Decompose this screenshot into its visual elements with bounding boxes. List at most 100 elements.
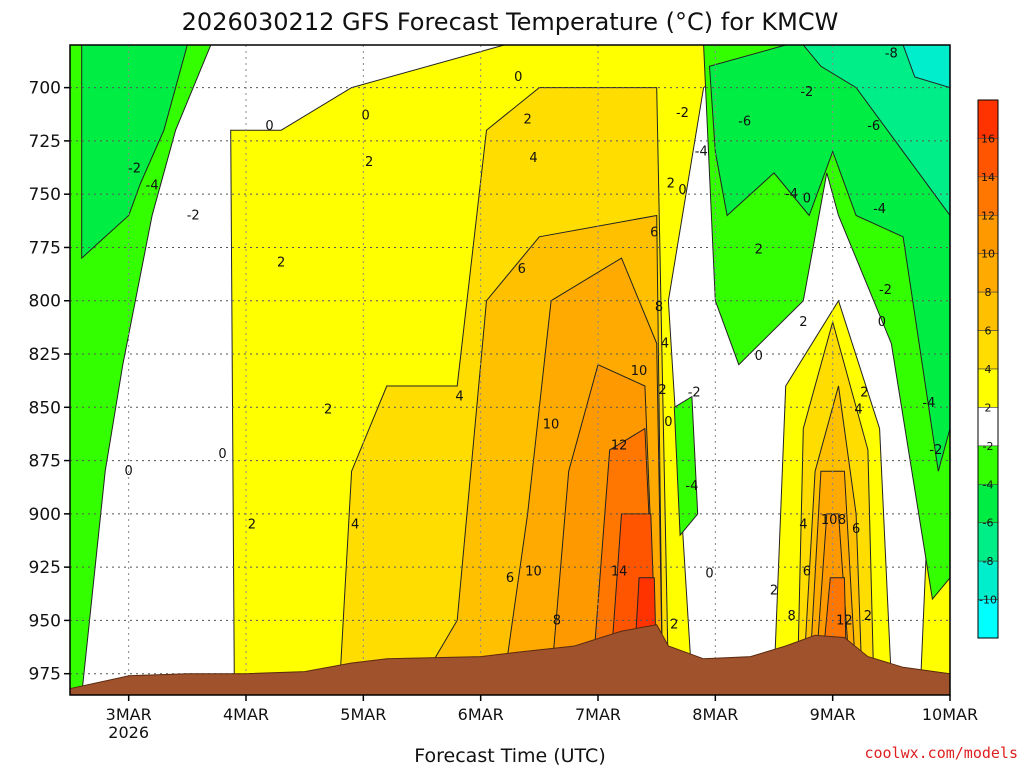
contour-label: 0 bbox=[218, 447, 226, 462]
contour-label: 6 bbox=[852, 522, 860, 537]
contour-label: 10 bbox=[631, 364, 648, 379]
contour-label: -4 bbox=[685, 479, 698, 494]
terrain-polygon bbox=[70, 624, 950, 695]
contour-label: -8 bbox=[885, 47, 898, 62]
contour-label: 6 bbox=[506, 571, 514, 586]
x-tick-label: 8MAR bbox=[692, 705, 738, 724]
contour-label: 10 bbox=[543, 417, 560, 432]
contour-label: 0 bbox=[362, 108, 370, 123]
contour-label: 0 bbox=[755, 349, 763, 364]
region-cold-4-left bbox=[81, 45, 188, 260]
colorbar-tick-label: -6 bbox=[983, 517, 994, 530]
x-axis-label: Forecast Time (UTC) bbox=[414, 745, 605, 767]
x-tick-label: 6MAR bbox=[458, 705, 504, 724]
contour-label: 10 bbox=[821, 513, 838, 528]
contour-label: -2 bbox=[879, 283, 892, 298]
credit-text[interactable]: coolwx.com/models bbox=[864, 744, 1018, 762]
contour-label: 2 bbox=[670, 618, 678, 633]
y-tick-label: 725 bbox=[29, 132, 61, 152]
contour-label: 2 bbox=[864, 609, 872, 624]
x-tick-label: 4MAR bbox=[223, 705, 269, 724]
temperature-fill-regions bbox=[70, 45, 950, 695]
contour-label: 8 bbox=[553, 613, 561, 628]
contour-label: -2 bbox=[187, 208, 200, 223]
contour-label: -4 bbox=[785, 187, 798, 202]
contour-label: 10 bbox=[525, 564, 542, 579]
gridlines bbox=[70, 45, 950, 695]
contour-label: 12 bbox=[611, 439, 628, 454]
colorbar-frame bbox=[977, 99, 999, 639]
contour-label: 0 bbox=[705, 567, 713, 582]
contour-label: 0 bbox=[265, 119, 273, 134]
y-tick-label: 825 bbox=[29, 345, 61, 365]
terrain-layer bbox=[70, 624, 950, 695]
contour-label: 0 bbox=[678, 183, 686, 198]
x-tick-label: 3MAR bbox=[106, 705, 152, 724]
contour-label: 14 bbox=[611, 564, 628, 579]
y-tick-label: 925 bbox=[29, 558, 61, 578]
contour-label: 2 bbox=[658, 383, 666, 398]
contour-label: 2 bbox=[667, 177, 675, 192]
contour-label: 4 bbox=[351, 518, 359, 533]
y-tick-label: 850 bbox=[29, 398, 61, 418]
colorbar-tick-label: 16 bbox=[981, 132, 995, 145]
y-tick-label: 700 bbox=[29, 79, 61, 99]
region-cold-2-mid bbox=[673, 395, 699, 537]
contour-label: -4 bbox=[873, 202, 886, 217]
colorbar-legend: 16 14 12 10 8 6 4 2 -2 -4 -6 -8 -10 bbox=[977, 99, 999, 639]
contour-label: -2 bbox=[676, 106, 689, 121]
contour-label: 2 bbox=[770, 584, 778, 599]
colorbar-tick-label: 2 bbox=[985, 401, 992, 414]
chart-title: 2026030212 GFS Forecast Temperature (°C)… bbox=[182, 8, 839, 36]
plot-frame bbox=[69, 44, 951, 696]
y-tick-label: 950 bbox=[29, 611, 61, 631]
contour-label: 2 bbox=[365, 155, 373, 170]
contour-label: -4 bbox=[695, 145, 708, 160]
colorbar-tick-label: 10 bbox=[981, 248, 995, 261]
colorbar-tick-label: -10 bbox=[979, 594, 997, 607]
region-cold-4-right bbox=[708, 45, 950, 472]
contour-label: 4 bbox=[529, 151, 537, 166]
contour-label: 0 bbox=[125, 464, 133, 479]
contour-label: -2 bbox=[929, 443, 942, 458]
colorbar-tick-label: 8 bbox=[985, 286, 992, 299]
colorbar-tick-label: -2 bbox=[983, 440, 994, 453]
colorbar-tick-label: -4 bbox=[983, 478, 994, 491]
y-tick-label: 875 bbox=[29, 452, 61, 472]
contour-label: 2 bbox=[324, 402, 332, 417]
contour-label: -2 bbox=[688, 385, 701, 400]
colorbar-tick-label: 4 bbox=[985, 363, 992, 376]
colorbar-tick-label: 6 bbox=[985, 325, 992, 338]
contour-label: 8 bbox=[655, 300, 663, 315]
contour-label: -4 bbox=[146, 179, 159, 194]
contour-label: -6 bbox=[738, 115, 751, 130]
contour-label: 0 bbox=[878, 315, 886, 330]
contour-label: -6 bbox=[867, 119, 880, 134]
contour-label: -2 bbox=[128, 162, 141, 177]
colorbar-tick-label: 14 bbox=[981, 171, 995, 184]
contour-label: 8 bbox=[838, 513, 846, 528]
y-tick-label: 750 bbox=[29, 185, 61, 205]
contour-label: -4 bbox=[922, 396, 935, 411]
x-tick-label: 9MAR bbox=[810, 705, 856, 724]
contour-label: 2 bbox=[755, 243, 763, 258]
contour-label: 4 bbox=[799, 518, 807, 533]
contour-label: 6 bbox=[650, 226, 658, 241]
y-tick-label: 900 bbox=[29, 505, 61, 525]
x-tick-label: 5MAR bbox=[340, 705, 386, 724]
contour-label: 2 bbox=[523, 113, 531, 128]
x-tick-label: 10MAR bbox=[922, 705, 978, 724]
region-cold-6-right bbox=[802, 45, 950, 217]
contour-label: 4 bbox=[854, 402, 862, 417]
y-tick-label: 975 bbox=[29, 665, 61, 685]
contour-label: 0 bbox=[803, 191, 811, 206]
contour-label: 2 bbox=[799, 315, 807, 330]
contour-label: 2 bbox=[248, 518, 256, 533]
contour-label: -2 bbox=[800, 85, 813, 100]
contour-label: 4 bbox=[661, 336, 669, 351]
contour-label: 2 bbox=[277, 255, 285, 270]
colorbar-tick-label: 12 bbox=[981, 209, 995, 222]
